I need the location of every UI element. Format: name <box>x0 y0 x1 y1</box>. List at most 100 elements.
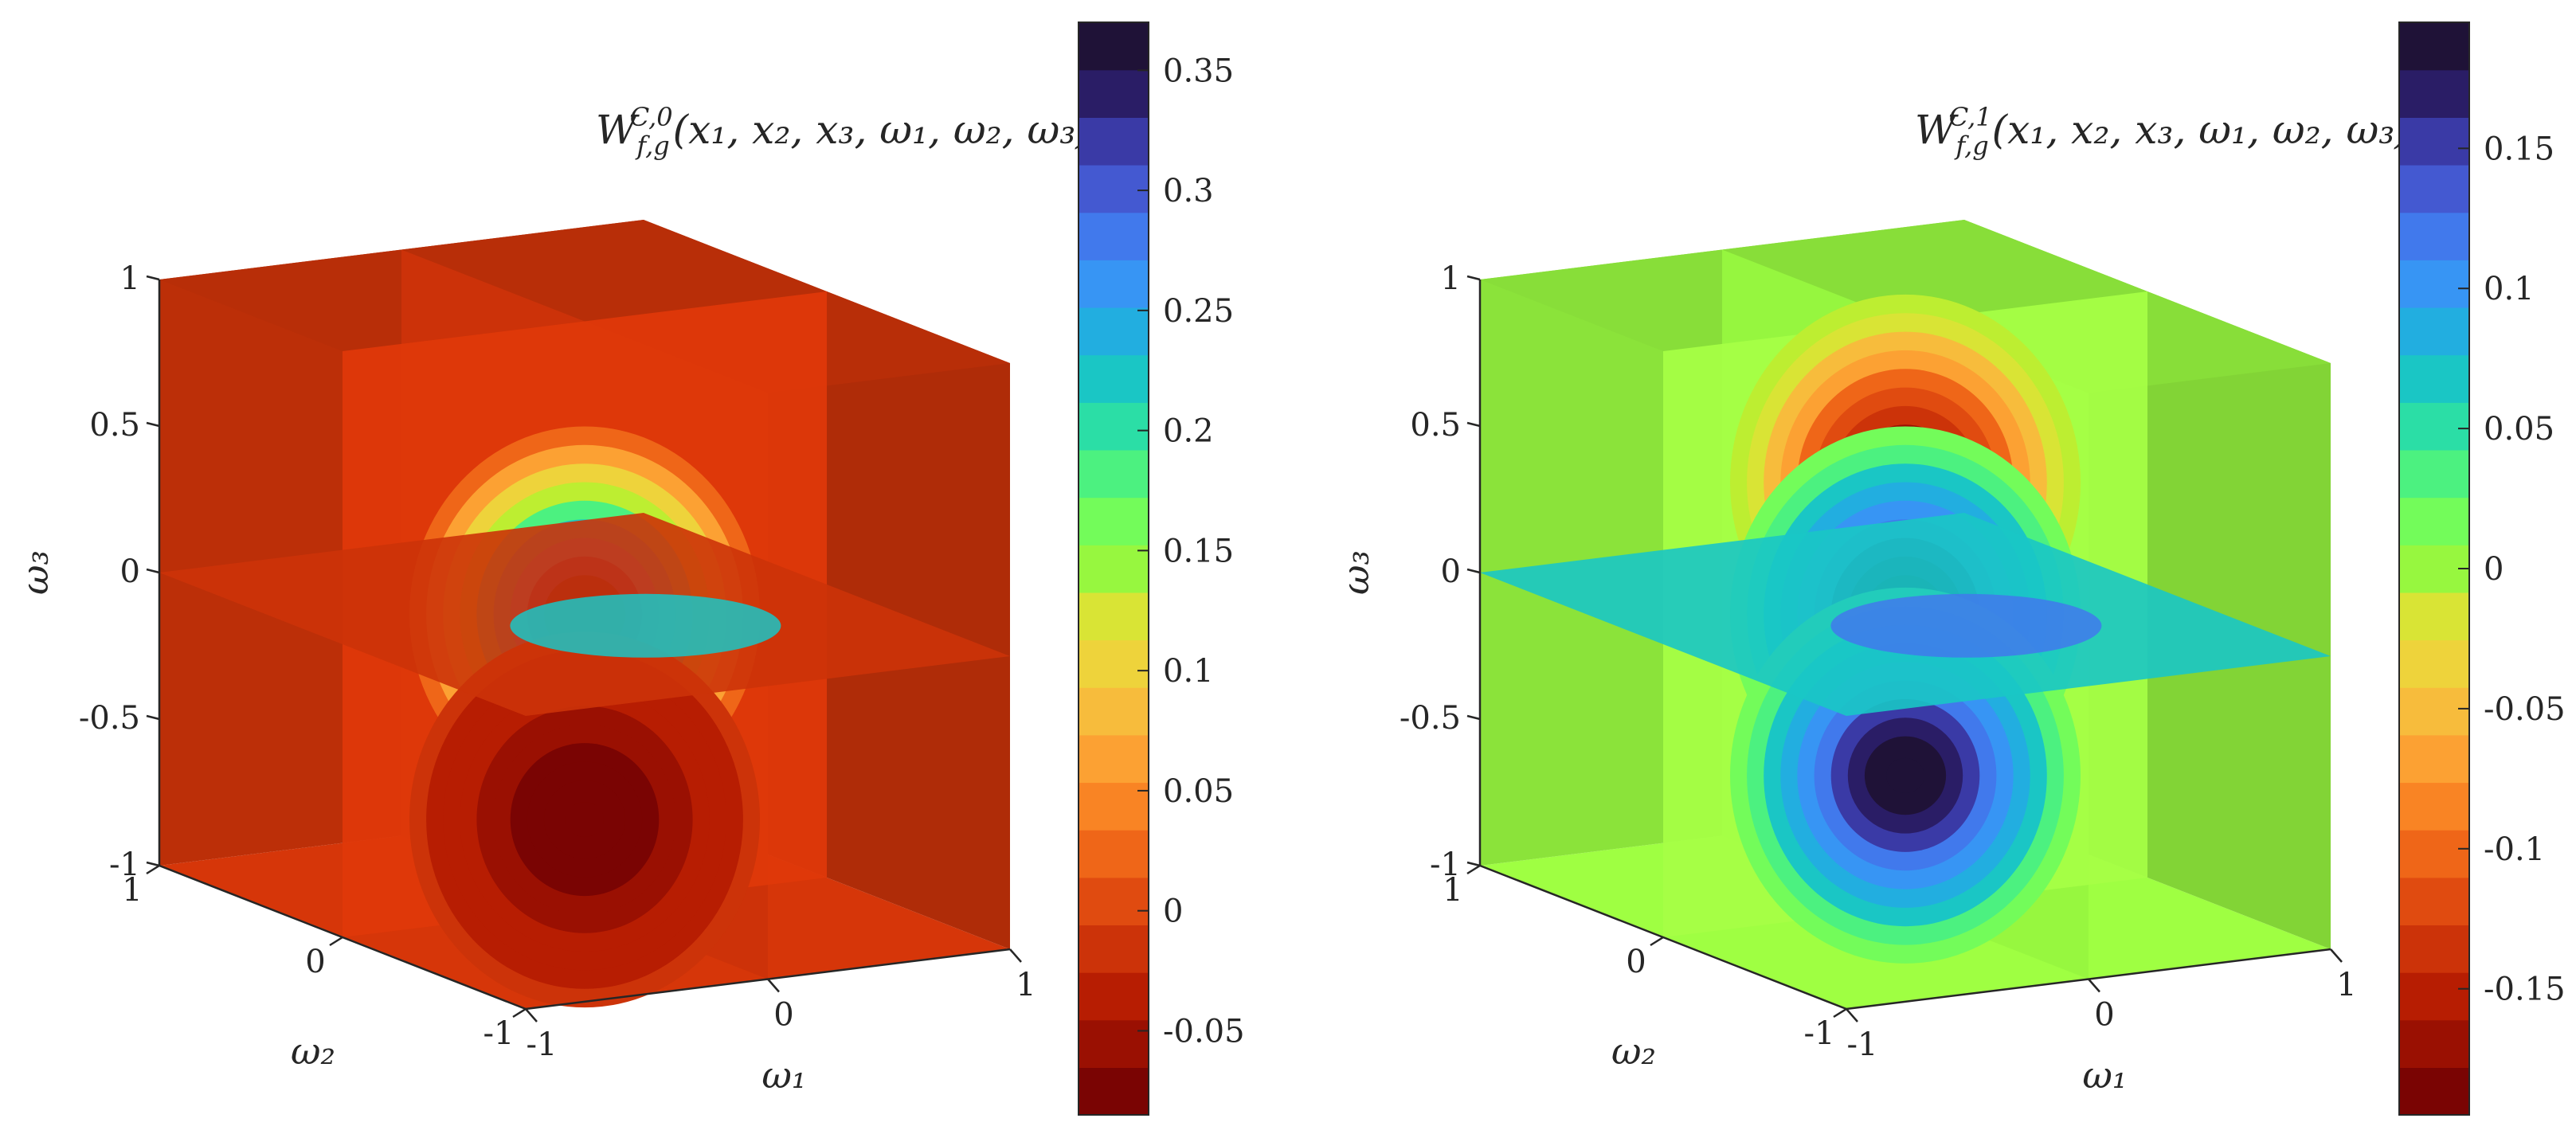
colorbar-tick-label: 0.3 <box>1163 173 1214 209</box>
z-axis-label: ω₃ <box>1334 550 1377 595</box>
colorbar-band <box>1079 497 1149 545</box>
z-tick-mark <box>146 275 160 281</box>
z-tick-label: 0 <box>1441 553 1461 590</box>
colorbar-band <box>1079 1067 1149 1116</box>
y-tick-mark <box>329 936 343 947</box>
colorbar-tick-label: 0.15 <box>2484 131 2554 167</box>
y-tick-mark <box>1466 864 1481 875</box>
colorbar-tick-label: 0.2 <box>1163 413 1214 450</box>
z-tick-label: 0 <box>120 553 140 590</box>
z-tick-mark <box>1466 861 1481 867</box>
z-tick-label: -0.5 <box>79 700 140 737</box>
x-tick-label: -1 <box>1847 1026 1878 1063</box>
colorbar-tick-label: 0.35 <box>1163 53 1234 89</box>
colorbar-band <box>2399 497 2469 545</box>
y-tick-mark <box>1833 1007 1847 1019</box>
colorbar-band <box>1079 1019 1149 1068</box>
z-tick-mark <box>146 421 160 428</box>
colorbar-tick-label: -0.15 <box>2484 972 2566 1008</box>
colorbar-tick-label: -0.1 <box>2484 831 2545 868</box>
colorbar-band <box>1079 449 1149 499</box>
z-tick-mark <box>1466 275 1481 281</box>
x-tick-mark <box>767 978 780 993</box>
colorbar-band <box>1079 639 1149 688</box>
z-tick-label: 0.5 <box>1410 407 1461 444</box>
x-tick-mark <box>1846 1008 1858 1022</box>
colorbar-band <box>2399 782 2469 831</box>
y-tick-mark <box>1650 936 1664 947</box>
slice-omega3-lobe <box>1830 593 2102 658</box>
colorbar-band <box>2399 545 2469 593</box>
x-tick-mark <box>2088 978 2100 993</box>
slice-omega3-lobe <box>510 593 781 658</box>
colorbar-tick-label: 0 <box>2484 551 2504 588</box>
colorbar-tick-label: 0 <box>1163 893 1183 930</box>
y-tick-label: 0 <box>305 944 325 980</box>
colorbar-band <box>2399 354 2469 403</box>
z-tick-label: 1 <box>1441 260 1461 297</box>
colorbar-band <box>2399 69 2469 118</box>
x-tick-mark <box>2330 948 2343 963</box>
colorbar-band <box>1079 830 1149 878</box>
colorbar-band <box>2399 639 2469 688</box>
colorbar-band <box>2399 734 2469 784</box>
colorbar-band <box>1079 212 1149 260</box>
chart-title: Wf,gC,1(x₁, x₂, x₃, ω₁, ω₂, ω₃) <box>1915 102 2410 161</box>
colorbar-band <box>1079 687 1149 736</box>
colorbar-tick-label: -0.05 <box>1163 1013 1245 1050</box>
x-tick-label: 0 <box>2094 997 2114 1034</box>
z-axis-label: ω₃ <box>14 550 57 595</box>
y-tick-mark <box>146 864 160 875</box>
z-tick-mark <box>1466 714 1481 721</box>
colorbar-band <box>1079 260 1149 308</box>
colorbar: -0.15 -0.1 -0.05 0 0.05 0.1 0.15 <box>2398 22 2566 1116</box>
colorbar-band <box>1079 307 1149 356</box>
colorbar-band <box>2399 307 2469 356</box>
colorbar-tick-label: -0.05 <box>2484 691 2566 728</box>
colorbar-band <box>2399 687 2469 736</box>
colorbar-band <box>1079 117 1149 166</box>
trough-core-1 <box>566 802 604 838</box>
z-tick-label: -0.5 <box>1400 700 1461 737</box>
colorbar-band <box>1079 782 1149 831</box>
colorbar-band <box>1079 972 1149 1021</box>
colorbar-band <box>2399 212 2469 260</box>
colorbar-tick-label: 0.15 <box>1163 533 1234 569</box>
colorbar-tick-label: 0.25 <box>1163 293 1234 330</box>
x-tick-label: -1 <box>527 1026 558 1063</box>
colorbar-band <box>2399 165 2469 213</box>
z-tick-label: 1 <box>120 260 140 297</box>
y-tick-label: -1 <box>1804 1015 1835 1052</box>
colorbar-band <box>2399 22 2469 71</box>
colorbar-band <box>1079 592 1149 641</box>
colorbar-tick-label: 0.1 <box>1163 653 1214 690</box>
colorbar-band <box>1079 402 1149 451</box>
z-tick-mark <box>1466 421 1481 428</box>
chart-title: Wf,gC,0(x₁, x₂, x₃, ω₁, ω₂, ω₃) <box>596 102 1091 161</box>
colorbar-band <box>2399 260 2469 308</box>
colorbar-band <box>2399 877 2469 925</box>
y-tick-label: 1 <box>1443 872 1462 909</box>
x-tick-label: 1 <box>2336 967 2356 1003</box>
z-tick-mark <box>146 568 160 574</box>
colorbar-frame <box>1078 22 1149 1116</box>
z-tick-label: -1 <box>1430 847 1461 883</box>
z-tick-mark <box>146 714 160 721</box>
colorbar-band <box>2399 592 2469 641</box>
y-tick-mark <box>512 1007 527 1019</box>
colorbar-tick-label: 0.05 <box>2484 411 2554 448</box>
z-tick-mark <box>146 861 160 867</box>
colorbar-band <box>1079 925 1149 973</box>
y-tick-label: -1 <box>483 1015 515 1052</box>
x-axis-label: ω₁ <box>761 1054 806 1097</box>
x-axis-label: ω₁ <box>2082 1054 2127 1097</box>
peak-core-2 <box>1886 757 1924 793</box>
z-tick-label: -1 <box>109 847 140 883</box>
y-tick-label: 1 <box>122 872 142 909</box>
colorbar-band <box>2399 402 2469 451</box>
colorbar-band <box>2399 449 2469 499</box>
